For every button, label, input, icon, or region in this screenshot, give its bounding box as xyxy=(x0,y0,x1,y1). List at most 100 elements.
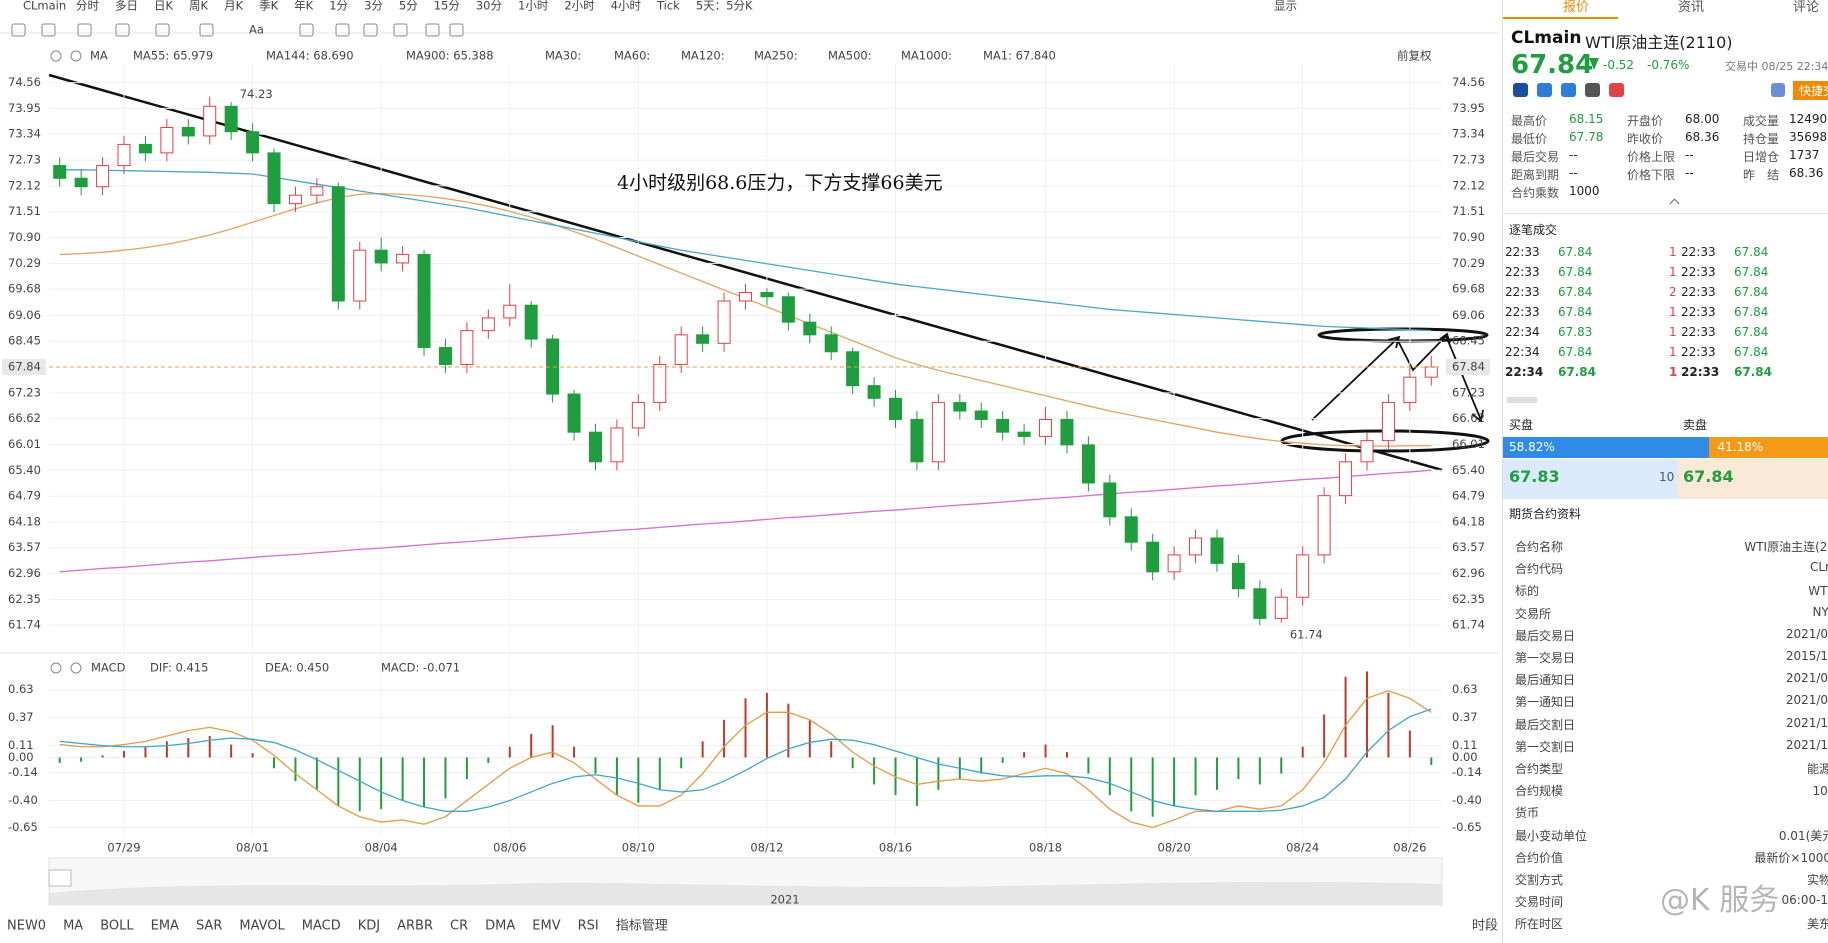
legend-entry[interactable]: MA900: 65.388 xyxy=(406,49,494,63)
quick-trade[interactable]: 快捷交易 xyxy=(1793,81,1828,100)
indicator-tab[interactable]: NEW0 xyxy=(7,919,46,934)
candle-body xyxy=(1124,516,1138,543)
legend-entry[interactable]: MA500: xyxy=(828,49,872,63)
close-icon[interactable] xyxy=(70,50,82,62)
settings-icon[interactable] xyxy=(50,50,62,62)
navigator-handle[interactable] xyxy=(48,869,72,887)
period-tab[interactable]: 4小时 xyxy=(611,0,642,13)
indicator-tab[interactable]: EMA xyxy=(151,919,179,934)
session-tab[interactable]: 时段 xyxy=(1472,919,1498,934)
side-tab[interactable]: 资讯 xyxy=(1678,0,1705,15)
indicator-tab[interactable]: MA xyxy=(63,919,83,934)
y-tick-label: -0.14 xyxy=(1452,765,1482,779)
info-label: 合约代码 xyxy=(1515,562,1564,577)
macd-bar xyxy=(658,757,661,790)
period-tab[interactable]: 分时 xyxy=(76,0,99,13)
period-tab[interactable]: 5分 xyxy=(399,0,418,13)
tool-icon[interactable] xyxy=(425,23,440,37)
adjust-toggle[interactable]: 前复权 xyxy=(1397,49,1432,63)
tool-icon[interactable] xyxy=(449,23,464,37)
quick-icon[interactable] xyxy=(1609,83,1624,97)
tool-icon[interactable] xyxy=(199,23,214,37)
period-tab[interactable]: 季K xyxy=(259,0,278,13)
indicator-tab[interactable]: MACD xyxy=(302,919,341,934)
tick-cell: 1 xyxy=(1669,325,1677,339)
tool-icon[interactable] xyxy=(77,23,92,37)
period-tab[interactable]: 15分 xyxy=(434,0,461,13)
alert-icon[interactable] xyxy=(1771,83,1785,97)
settings-icon[interactable] xyxy=(50,662,62,674)
indicator-tab[interactable]: SAR xyxy=(196,919,222,934)
info-value: WTI原油 xyxy=(1808,584,1828,599)
indicator-tab[interactable]: RSI xyxy=(578,919,599,934)
tool-icon[interactable] xyxy=(393,23,408,37)
candle-body xyxy=(524,304,538,340)
indicator-tab[interactable]: BOLL xyxy=(100,919,134,934)
side-tab[interactable]: 评论 xyxy=(1793,0,1820,15)
legend-entry[interactable]: MA55: 65.979 xyxy=(133,49,213,63)
quick-icon[interactable] xyxy=(1513,83,1528,97)
stat-label: 价格下限 xyxy=(1627,168,1676,182)
tool-icon[interactable] xyxy=(11,23,26,37)
indicator-tab[interactable]: 指标管理 xyxy=(616,919,668,934)
period-tab[interactable]: 日K xyxy=(154,0,173,13)
tool-icon[interactable] xyxy=(155,23,170,37)
tool-icon[interactable] xyxy=(363,23,378,37)
indicator-tab[interactable]: KDJ xyxy=(358,919,380,934)
legend-entry[interactable]: MA1: 67.840 xyxy=(983,49,1056,63)
period-tab[interactable]: 月K xyxy=(224,0,243,13)
legend-entry[interactable]: DEA: 0.450 xyxy=(265,661,329,675)
macd-bar xyxy=(937,757,940,790)
period-tab[interactable]: 30分 xyxy=(476,0,503,13)
macd-bar xyxy=(508,746,511,758)
legend-entry[interactable]: MA60: xyxy=(614,49,650,63)
quick-icon[interactable] xyxy=(1537,83,1552,97)
candle-body xyxy=(117,143,131,167)
period-tab[interactable]: 1分 xyxy=(329,0,348,13)
indicator-tab[interactable]: ARBR xyxy=(397,919,433,934)
macd-bar xyxy=(1387,692,1390,758)
candle-body xyxy=(696,334,710,344)
info-value: 实物交割 xyxy=(1806,873,1828,887)
indicator-tab[interactable]: MAVOL xyxy=(239,919,285,934)
period-tab[interactable]: 5天：5分K xyxy=(696,0,753,13)
y-tick-label: 66.01 xyxy=(1452,437,1485,451)
text-tool[interactable]: Aa xyxy=(249,23,264,37)
legend-entry[interactable]: MA144: 68.690 xyxy=(266,49,354,63)
period-tab[interactable]: 多日 xyxy=(115,0,138,13)
tool-icon[interactable] xyxy=(299,23,314,37)
tool-icon[interactable] xyxy=(41,23,56,37)
info-value: 2021/09/22 xyxy=(1785,693,1828,708)
legend-entry[interactable]: MA30: xyxy=(545,49,581,63)
info-label: 合约类型 xyxy=(1515,762,1564,776)
tick-cell: 67.84 xyxy=(1558,285,1593,299)
tool-icon[interactable] xyxy=(115,23,130,37)
period-tab[interactable]: 年K xyxy=(294,0,313,13)
display-menu[interactable]: 显示 xyxy=(1274,0,1297,13)
indicator-tab[interactable]: EMV xyxy=(532,919,560,934)
candle-body xyxy=(96,165,110,188)
legend-entry[interactable]: DIF: 0.415 xyxy=(150,661,208,675)
period-tab[interactable]: 周K xyxy=(189,0,208,13)
info-label: 货币 xyxy=(1515,806,1540,821)
indicator-tab[interactable]: CR xyxy=(450,919,468,934)
close-icon[interactable] xyxy=(70,662,82,674)
scroll-thumb[interactable] xyxy=(1507,397,1537,403)
indicator-tab[interactable]: DMA xyxy=(485,919,515,934)
period-tab[interactable]: Tick xyxy=(656,0,680,13)
legend-entry[interactable]: MACD: -0.071 xyxy=(381,661,460,675)
candle-body xyxy=(374,249,388,264)
period-tab[interactable]: 2小时 xyxy=(564,0,595,13)
period-tab[interactable]: 3分 xyxy=(364,0,383,13)
tool-icon[interactable] xyxy=(335,23,350,37)
collapse[interactable] xyxy=(1669,198,1680,209)
period-tab[interactable]: 1小时 xyxy=(518,0,549,13)
quick-icon[interactable] xyxy=(1585,83,1600,97)
quick-icon[interactable] xyxy=(1561,83,1576,97)
legend-entry[interactable]: MA120: xyxy=(681,49,725,63)
legend-entry[interactable]: MA1000: xyxy=(901,49,952,63)
legend-entry[interactable]: MA250: xyxy=(754,49,798,63)
info-label: 标的 xyxy=(1515,584,1540,599)
macd-bar xyxy=(1108,757,1111,796)
side-tab[interactable]: 报价 xyxy=(1563,0,1590,15)
